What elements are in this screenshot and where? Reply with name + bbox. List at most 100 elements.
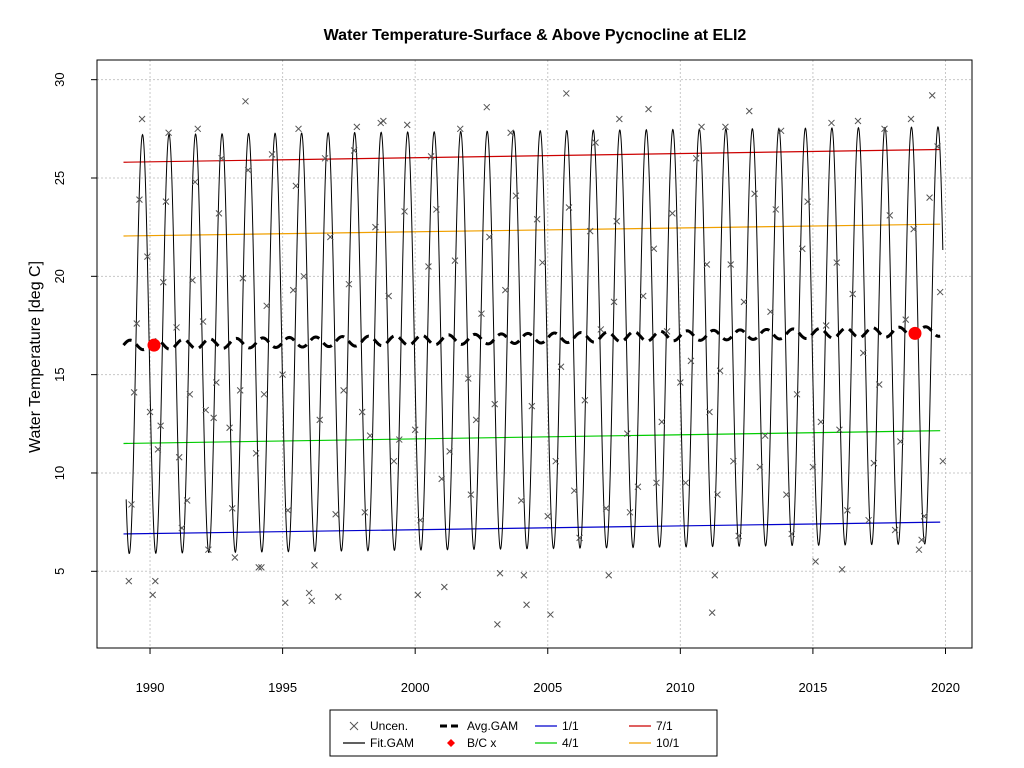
uncensored-point	[828, 119, 835, 127]
uncensored-point	[401, 208, 408, 215]
uncensored-point	[210, 414, 218, 422]
uncensored-point	[260, 390, 268, 398]
y-tick-label: 10	[52, 466, 67, 480]
uncensored-point	[817, 418, 825, 426]
uncensored-point	[263, 302, 271, 310]
uncensored-point	[358, 408, 366, 416]
x-tick-label: 1995	[268, 680, 297, 695]
uncensored-point	[151, 577, 159, 585]
uncensored-point	[918, 536, 925, 544]
x-tick-label: 2010	[666, 680, 695, 695]
x-tick-label: 2015	[798, 680, 827, 695]
y-axis-label: Water Temperature [deg C]	[27, 261, 44, 453]
uncensored-point	[881, 125, 888, 133]
uncensored-point	[345, 280, 353, 288]
uncensored-point	[833, 259, 841, 266]
uncensored-point	[186, 390, 194, 398]
legend-label: 10/1	[656, 736, 680, 750]
fit-gam-series	[125, 126, 944, 555]
uncensored-point	[653, 479, 660, 487]
uncensored-point	[838, 565, 846, 573]
uncensored-point	[552, 457, 560, 465]
uncensored-point	[258, 564, 265, 571]
uncensored-point	[507, 129, 514, 137]
uncensored-point	[316, 416, 324, 424]
uncensored-point	[411, 426, 419, 434]
uncensored-point	[730, 457, 737, 465]
uncensored-point	[162, 198, 170, 205]
x-axis: 1990 1995 2000 2005 2010 2015 2020	[136, 648, 960, 695]
uncensored-point	[154, 446, 162, 453]
plot-frame	[96, 59, 973, 649]
uncensored-point	[581, 396, 589, 404]
uncensored-point	[380, 117, 387, 125]
uncensored-point	[870, 459, 878, 467]
series-7-1	[123, 148, 941, 163]
uncensored-point	[836, 426, 843, 434]
legend-label: 1/1	[562, 719, 579, 733]
uncensored-point	[735, 532, 743, 540]
uncensored-point	[130, 388, 138, 396]
uncensored-point	[623, 430, 631, 437]
uncensored-point	[483, 103, 491, 111]
uncensored-point	[157, 422, 164, 430]
uncensored-point	[178, 524, 186, 532]
uncensored-point	[284, 506, 292, 514]
uncensored-point	[777, 127, 785, 135]
uncensored-point	[576, 534, 583, 542]
uncensored-point	[528, 402, 536, 410]
uncensored-point	[897, 438, 904, 445]
uncensored-point	[478, 310, 485, 318]
uncensored-point	[146, 408, 154, 416]
uncensored-points	[125, 90, 947, 628]
uncensored-point	[144, 253, 151, 261]
uncensored-point	[199, 318, 207, 325]
fit-gam-line	[125, 126, 944, 555]
uncensored-point	[907, 115, 915, 123]
uncensored-point	[626, 508, 634, 516]
uncensored-point	[385, 292, 393, 300]
uncensored-point	[149, 591, 157, 599]
series-10-1	[123, 223, 941, 237]
chart-title: Water Temperature-Surface & Above Pycnoc…	[324, 27, 747, 44]
uncensored-point	[292, 182, 300, 190]
uncensored-point	[446, 447, 454, 455]
uncensored-point	[745, 107, 753, 115]
uncensored-point	[244, 166, 252, 174]
uncensored-point	[451, 257, 459, 264]
uncensored-point	[425, 263, 432, 270]
uncensored-point	[658, 418, 666, 426]
uncensored-point	[138, 115, 146, 123]
uncensored-point	[915, 546, 923, 554]
uncensored-point	[772, 206, 780, 213]
uncensored-point	[218, 154, 225, 162]
uncensored-point	[692, 154, 700, 162]
uncensored-point	[353, 123, 361, 131]
uncensored-point	[403, 121, 411, 129]
avg-gam-series	[122, 325, 941, 352]
uncensored-point	[687, 357, 695, 365]
uncensored-point	[926, 194, 933, 202]
uncensored-point	[175, 453, 183, 461]
series-1-1	[123, 521, 941, 535]
uncensored-point	[236, 387, 244, 394]
legend-label: Avg.GAM	[467, 719, 518, 733]
uncensored-point	[854, 117, 862, 125]
grid	[97, 60, 972, 648]
uncensored-point	[544, 512, 552, 520]
uncensored-point	[708, 609, 716, 616]
x-tick-label: 2005	[533, 680, 562, 695]
uncensored-point	[910, 225, 918, 233]
x-tick-label: 1990	[136, 680, 165, 695]
uncensored-point	[268, 151, 276, 158]
uncensored-point	[128, 501, 135, 508]
uncensored-point	[714, 491, 721, 498]
uncensored-point	[281, 599, 289, 607]
uncensored-point	[433, 206, 440, 213]
uncensored-point	[711, 571, 719, 579]
uncensored-point	[523, 601, 530, 609]
legend-label: Uncen.	[370, 719, 408, 733]
uncensored-point	[252, 449, 260, 457]
uncensored-point	[602, 505, 610, 512]
uncensored-point	[350, 147, 358, 154]
